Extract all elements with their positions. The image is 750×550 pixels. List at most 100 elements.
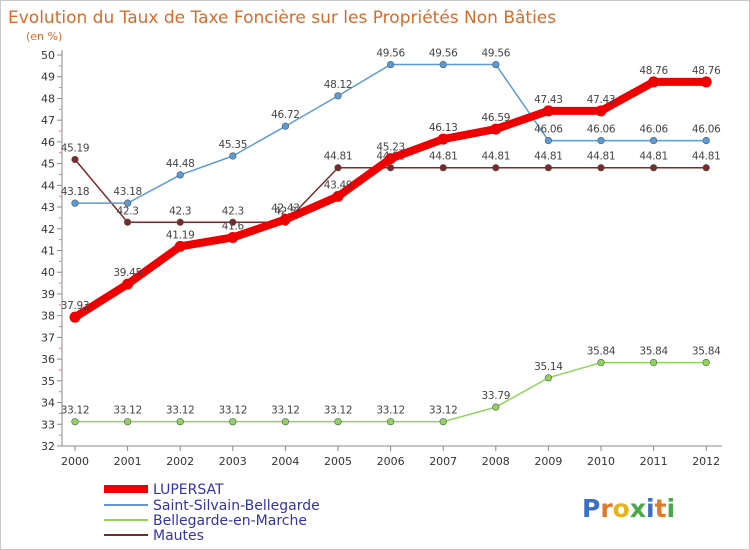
- data-point: [229, 418, 237, 426]
- x-tick-label: 2009: [534, 455, 562, 468]
- x-tick-label: 2000: [61, 455, 89, 468]
- data-label: 48.76: [639, 65, 668, 77]
- data-point: [700, 76, 712, 88]
- logo-letter: r: [600, 494, 613, 523]
- data-label: 46.59: [482, 112, 511, 124]
- data-label: 49.56: [376, 48, 405, 60]
- data-point: [437, 133, 449, 145]
- data-label: 41.19: [166, 229, 195, 241]
- data-label: 33.12: [429, 405, 458, 417]
- y-tick-label: 37: [41, 331, 55, 344]
- data-point: [123, 199, 132, 207]
- data-point: [649, 136, 658, 145]
- x-tick-label: 2011: [640, 455, 668, 468]
- data-point: [123, 218, 132, 226]
- data-point: [176, 418, 184, 426]
- data-point: [387, 60, 395, 69]
- data-point: [492, 403, 500, 411]
- data-label: 35.84: [587, 346, 616, 358]
- data-label: 33.12: [166, 405, 195, 417]
- data-label: 43.49: [324, 179, 353, 191]
- x-tick-label: 2003: [219, 455, 247, 468]
- data-point: [227, 231, 239, 243]
- data-point: [544, 164, 553, 172]
- data-point: [123, 418, 132, 426]
- data-point: [544, 374, 553, 382]
- data-label: 47.43: [534, 94, 563, 106]
- data-point: [174, 240, 186, 252]
- data-label: 45.23: [376, 142, 405, 154]
- logo-letter: i: [646, 494, 655, 523]
- y-tick-label: 45: [41, 158, 55, 171]
- data-point: [71, 199, 79, 207]
- y-tick-label: 44: [41, 179, 55, 192]
- data-point: [71, 418, 79, 426]
- legend-label: Saint-Silvain-Bellegarde: [153, 498, 320, 514]
- y-tick-label: 48: [41, 92, 55, 105]
- data-point: [71, 155, 79, 164]
- data-point: [597, 164, 605, 172]
- data-label: 35.84: [639, 346, 668, 358]
- x-tick-label: 2001: [114, 455, 142, 468]
- y-tick-label: 42: [41, 223, 55, 236]
- data-label: 42.3: [222, 205, 244, 217]
- data-point: [648, 76, 660, 88]
- data-point: [702, 136, 710, 145]
- data-label: 43.18: [61, 186, 90, 198]
- data-point: [281, 122, 290, 130]
- logo-letter: P: [582, 494, 600, 523]
- x-tick-label: 2012: [692, 455, 720, 468]
- series-lupersat: 37.93 39.45 41.19 41.6 42.43 43.49 45.23 46.13 4…: [61, 65, 721, 323]
- x-tick-label: 2010: [587, 455, 615, 468]
- data-point: [176, 171, 184, 179]
- series-bellegarde-en-marche: 33.12 33.12 33.12 33.12 33.12 33.12 33.12 33.12…: [61, 346, 721, 426]
- y-tick-label: 39: [41, 288, 55, 301]
- y-tick-label: 46: [41, 136, 55, 149]
- data-point: [542, 105, 554, 117]
- data-label: 42.3: [117, 205, 139, 217]
- y-tick-label: 34: [41, 397, 55, 410]
- data-label: 44.81: [324, 151, 353, 163]
- data-point: [597, 136, 605, 145]
- x-tick-label: 2007: [429, 455, 457, 468]
- data-label: 33.79: [482, 390, 511, 402]
- data-point: [229, 218, 237, 226]
- data-point: [334, 164, 342, 172]
- y-tick-label: 43: [41, 201, 55, 214]
- data-label: 46.06: [587, 124, 616, 136]
- data-label: 33.12: [271, 405, 300, 417]
- legend-label: LUPERSAT: [153, 482, 224, 498]
- y-tick-label: 49: [41, 71, 55, 84]
- y-tick-label: 38: [41, 310, 55, 323]
- y-tick-label: 41: [41, 245, 55, 258]
- data-label: 35.84: [692, 346, 721, 358]
- logo-letter: o: [613, 494, 630, 523]
- data-label: 39.45: [113, 267, 142, 279]
- data-label: 46.06: [692, 124, 721, 136]
- data-point: [334, 92, 342, 100]
- legend-label: Mautes: [153, 528, 204, 544]
- data-label: 46.72: [271, 109, 300, 121]
- chart-title: Evolution du Taux de Taxe Foncière sur l…: [8, 8, 556, 28]
- data-label: 43.18: [113, 186, 142, 198]
- data-label: 49.56: [429, 48, 458, 60]
- data-point: [702, 358, 710, 367]
- data-label: 46.06: [534, 124, 563, 136]
- data-point: [229, 152, 237, 160]
- series-saint-silvain-bellegarde: 43.18 43.18 44.48 45.35 46.72 48.12 49.56 49.56…: [61, 48, 721, 207]
- legend: LUPERSATSaint-Silvain-BellegardeBellegar…: [104, 482, 320, 544]
- y-tick-label: 47: [41, 114, 55, 127]
- data-label: 33.12: [219, 405, 248, 417]
- data-label: 47.43: [587, 94, 616, 106]
- logo-letter: x: [630, 494, 646, 523]
- data-point: [439, 418, 447, 426]
- data-point: [279, 213, 291, 225]
- data-point: [281, 418, 290, 426]
- logo-letter: t: [655, 494, 667, 523]
- y-tick-label: 32: [41, 440, 55, 453]
- data-label: 33.12: [113, 405, 142, 417]
- data-point: [492, 164, 500, 172]
